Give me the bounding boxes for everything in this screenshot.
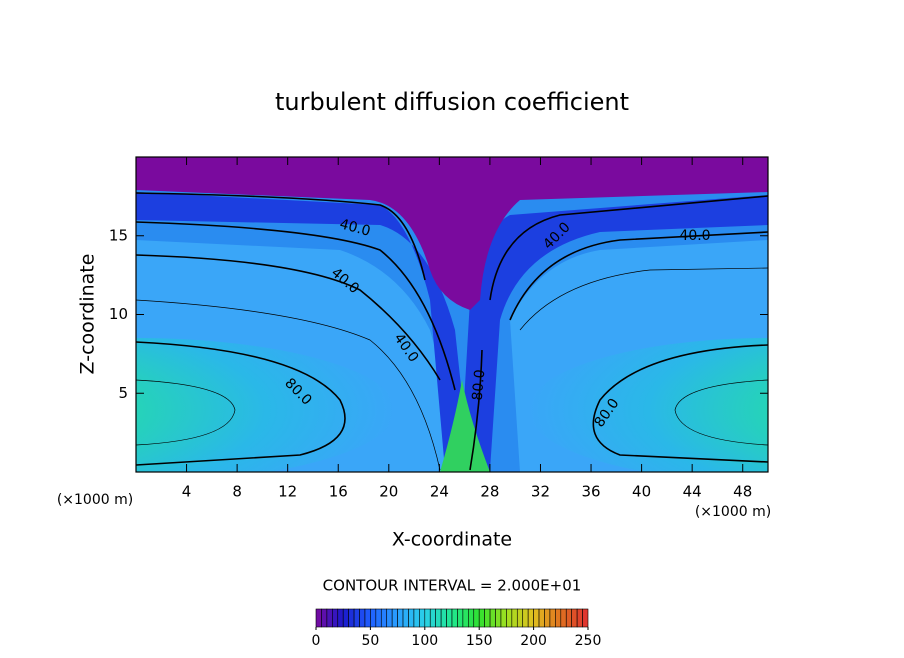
- colorbar-cell: [402, 608, 409, 628]
- colorbar-cell: [495, 608, 502, 628]
- colorbar-tick-label: 250: [575, 633, 602, 649]
- colorbar-cell: [533, 608, 540, 628]
- colorbar-cell: [332, 608, 339, 628]
- colorbar-tick-label: 50: [361, 633, 379, 649]
- x-tick-label: 48: [733, 483, 752, 501]
- colorbar-cell: [429, 608, 436, 628]
- colorbar-cell: [516, 608, 524, 628]
- colorbar-cell: [386, 608, 393, 628]
- colorbar-cell: [555, 608, 562, 628]
- colorbar-cell: [506, 608, 513, 628]
- colorbar-cell: [359, 608, 366, 628]
- colorbar-tick-label: 200: [520, 633, 547, 649]
- field: [136, 157, 768, 472]
- x-tick-label: 32: [531, 483, 550, 501]
- colorbar-cell: [522, 608, 529, 628]
- x-tick-label: 28: [480, 483, 499, 501]
- colorbar-cell: [337, 608, 344, 628]
- colorbar-cell: [544, 608, 551, 628]
- colorbar-cell: [397, 608, 404, 628]
- colorbar: 0 50 100 150 200 250: [312, 608, 602, 649]
- x-tick-label: 20: [379, 483, 398, 501]
- colorbar-cell: [348, 608, 355, 628]
- colorbar-cell: [451, 608, 458, 628]
- colorbar-cell: [353, 608, 360, 628]
- colorbar-cell: [582, 608, 589, 628]
- colorbar-cell: [364, 608, 371, 628]
- colorbar-cell: [571, 608, 578, 628]
- x-axis-label: X-coordinate: [392, 529, 512, 551]
- contour-label: 80.0: [470, 369, 489, 401]
- contour-label: 40.0: [679, 228, 710, 244]
- colorbar-cell: [473, 608, 480, 628]
- colorbar-cell: [419, 608, 426, 628]
- x-tick-label: 16: [329, 483, 348, 501]
- colorbar-cell: [549, 608, 556, 628]
- colorbar-cell: [500, 608, 507, 628]
- colorbar-cell: [576, 608, 583, 628]
- colorbar-cell: [391, 608, 398, 628]
- colorbar-cell: [484, 608, 491, 628]
- colorbar-tick-label: 0: [312, 633, 321, 649]
- y-tick-label: 5: [118, 384, 128, 402]
- colorbar-cell: [565, 608, 572, 628]
- x-tick-label: 44: [683, 483, 702, 501]
- colorbar-cell: [342, 608, 349, 628]
- colorbar-cell: [462, 608, 469, 628]
- x-unit-label: (×1000 m): [695, 504, 771, 520]
- colorbar-cell: [468, 608, 475, 628]
- colorbar-cell: [408, 608, 415, 628]
- colorbar-cell: [413, 608, 420, 628]
- x-tick-label: 8: [232, 483, 242, 501]
- colorbar-cell: [511, 608, 518, 628]
- colorbar-cell: [315, 608, 322, 628]
- colorbar-cell: [446, 608, 453, 628]
- colorbar-cell: [440, 608, 447, 628]
- colorbar-tick-label: 100: [411, 633, 438, 649]
- colorbar-cell: [326, 608, 333, 628]
- x-tick-label: 4: [182, 483, 192, 501]
- colorbar-cell: [560, 608, 567, 628]
- y-unit-label: (×1000 m): [57, 492, 133, 508]
- y-axis-label: Z-coordinate: [77, 254, 99, 375]
- colorbar-cell: [527, 608, 534, 628]
- colorbar-tick-label: 150: [466, 633, 493, 649]
- x-tick-label: 40: [632, 483, 651, 501]
- colorbar-cell: [424, 608, 431, 628]
- chart-title: turbulent diffusion coefficient: [275, 88, 629, 116]
- colorbar-cell: [457, 608, 464, 628]
- y-tick-label: 10: [109, 305, 128, 323]
- x-tick-label: 24: [430, 483, 449, 501]
- colorbar-cell: [321, 608, 328, 628]
- x-tick-label: 36: [581, 483, 600, 501]
- colorbar-cell: [478, 608, 485, 628]
- colorbar-cell: [489, 608, 496, 628]
- x-tick-label: 12: [278, 483, 297, 501]
- y-tick-label: 15: [109, 226, 128, 244]
- contour-label: 40.0: [338, 216, 372, 240]
- colorbar-cell: [435, 608, 442, 628]
- colorbar-cell: [375, 608, 382, 628]
- contour-interval: CONTOUR INTERVAL = 2.000E+01: [323, 577, 582, 595]
- colorbar-cell: [370, 608, 377, 628]
- colorbar-cell: [538, 608, 545, 628]
- colorbar-cell: [380, 608, 388, 628]
